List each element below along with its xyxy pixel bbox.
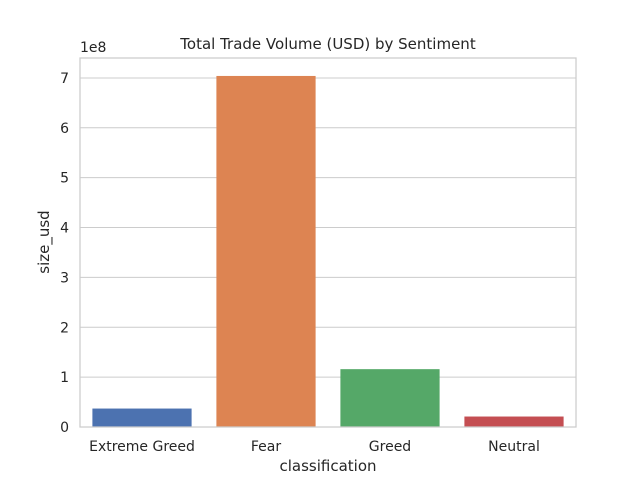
- x-axis-label: classification: [279, 457, 376, 475]
- x-tick-label-neutral: Neutral: [488, 439, 540, 455]
- y-axis-label: size_usd: [35, 210, 54, 273]
- chart-title: Total Trade Volume (USD) by Sentiment: [179, 35, 476, 53]
- bar-extreme-greed: [92, 408, 192, 427]
- y-tick-label-1: 1: [60, 370, 69, 386]
- x-tick-label-greed: Greed: [369, 439, 411, 455]
- bars: [92, 75, 564, 427]
- x-tick-label-fear: Fear: [251, 439, 281, 455]
- y-tick-label-4: 4: [60, 221, 69, 237]
- bar-fear: [216, 75, 316, 427]
- x-tick-labels: Extreme Greed Fear Greed Neutral: [89, 439, 540, 455]
- y-tick-labels: 0 1 2 3 4 5 6 7: [60, 71, 69, 436]
- y-tick-label-3: 3: [60, 270, 69, 286]
- y-tick-label-2: 2: [60, 320, 69, 336]
- grid: [80, 77, 576, 428]
- x-tick-label-extreme-greed: Extreme Greed: [89, 439, 195, 455]
- y-tick-label-0: 0: [60, 420, 69, 436]
- bar-greed: [340, 369, 440, 427]
- y-tick-label-6: 6: [60, 121, 69, 137]
- plot-frame: [79, 57, 577, 428]
- bar-neutral: [464, 416, 564, 427]
- y-scale-label: 1e8: [80, 40, 106, 56]
- y-tick-label-7: 7: [60, 71, 69, 87]
- y-tick-label-5: 5: [60, 171, 69, 187]
